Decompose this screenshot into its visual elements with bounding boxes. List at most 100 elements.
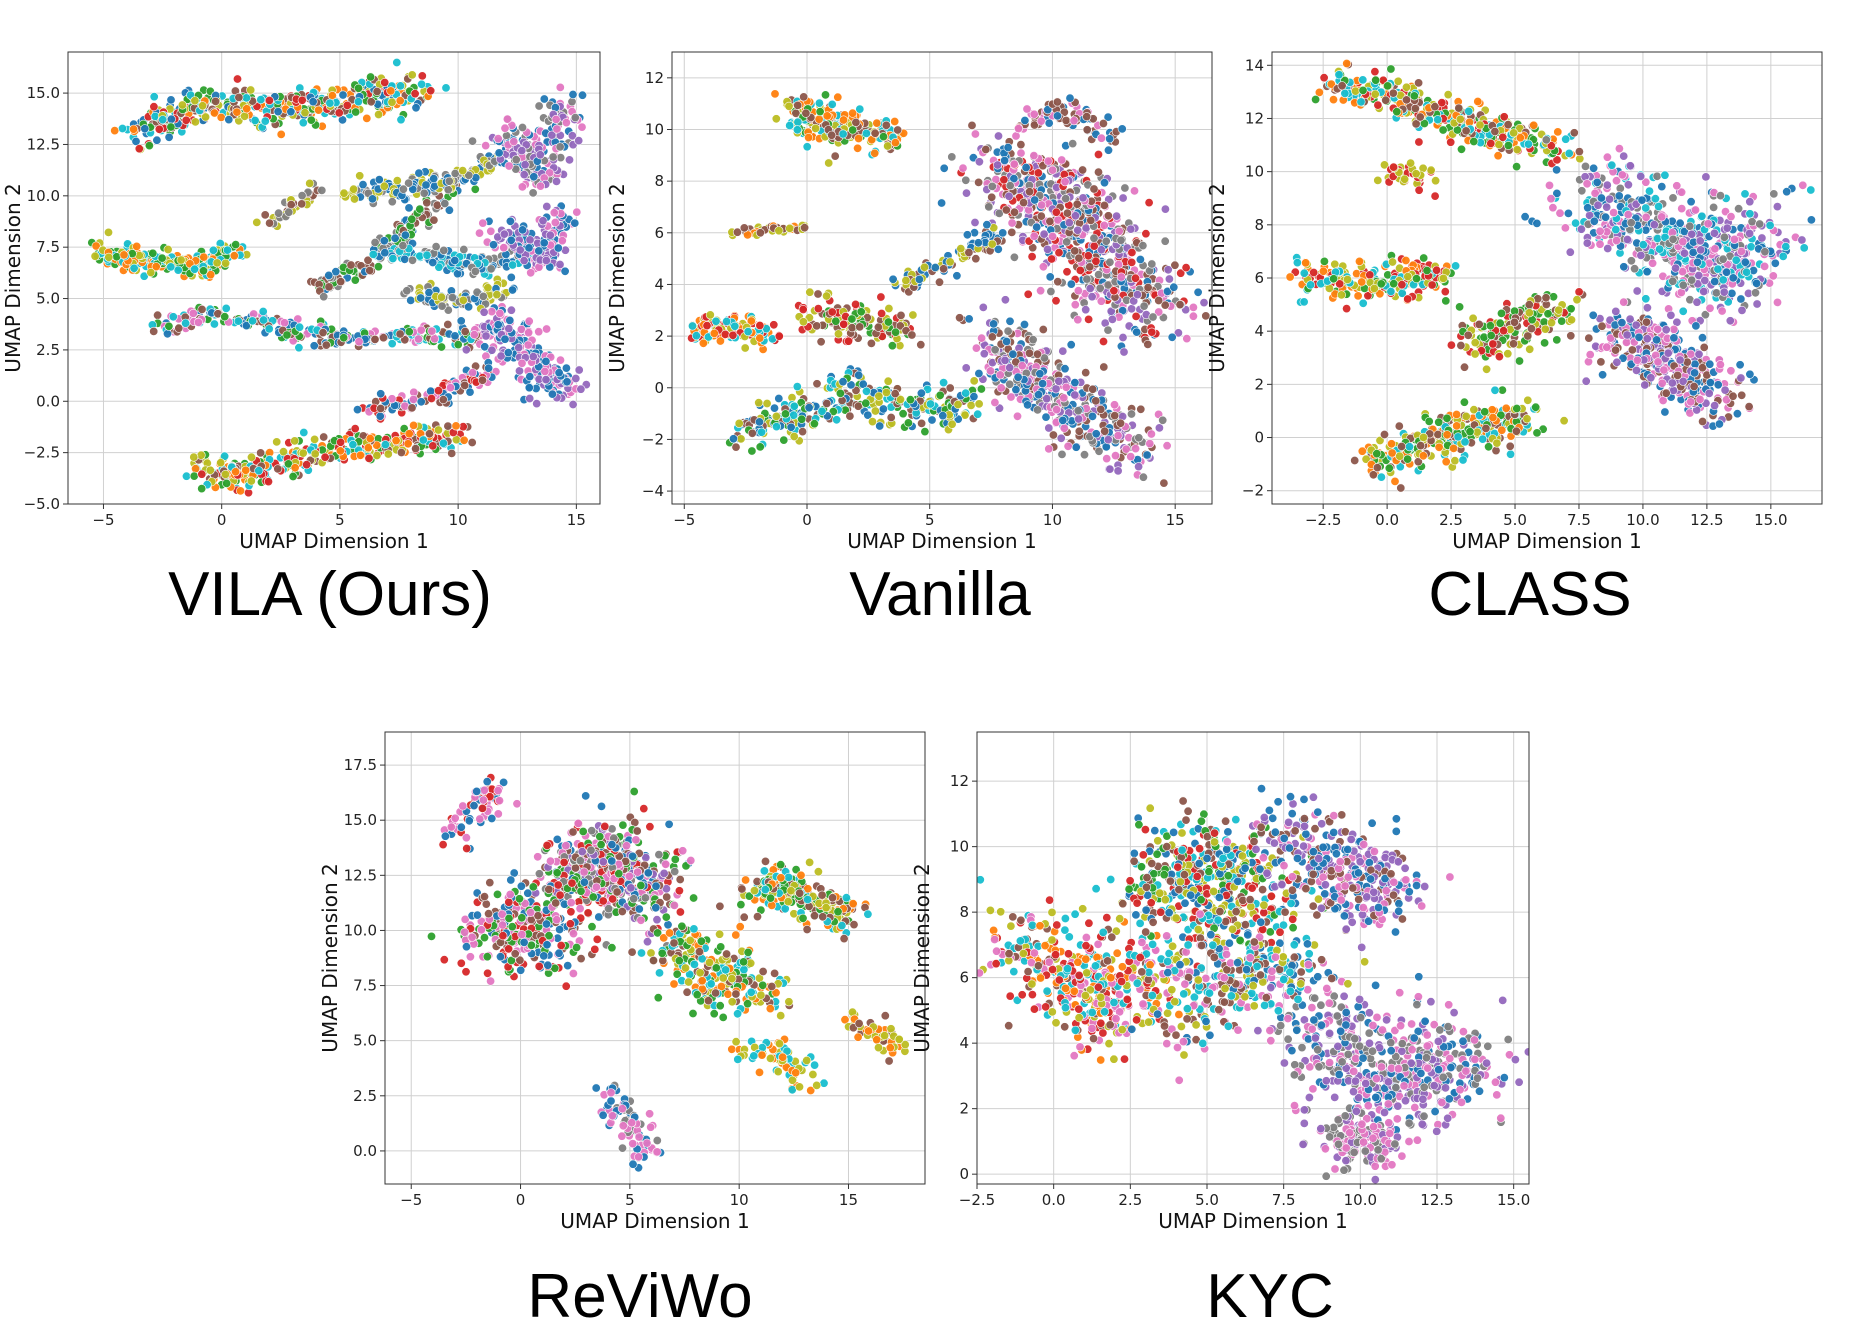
data-point bbox=[862, 387, 870, 395]
y-tick-label: 5.0 bbox=[36, 290, 60, 308]
data-point bbox=[882, 121, 890, 129]
data-point bbox=[1111, 411, 1119, 419]
data-point bbox=[1067, 341, 1075, 349]
data-point bbox=[1575, 147, 1583, 155]
data-point bbox=[565, 156, 573, 164]
data-point bbox=[1038, 379, 1046, 387]
y-tick-label: 12.5 bbox=[27, 135, 60, 153]
data-point bbox=[399, 185, 407, 193]
x-tick-label: 15 bbox=[1166, 511, 1185, 529]
data-point bbox=[917, 341, 925, 349]
data-point bbox=[274, 465, 282, 473]
data-point bbox=[495, 149, 503, 157]
data-point bbox=[815, 115, 823, 123]
data-point bbox=[298, 96, 306, 104]
data-point bbox=[1189, 303, 1197, 311]
data-point bbox=[549, 153, 557, 161]
data-point bbox=[1024, 290, 1032, 298]
data-point bbox=[235, 93, 243, 101]
data-point bbox=[894, 126, 902, 134]
data-point bbox=[265, 219, 273, 227]
data-point bbox=[397, 116, 405, 124]
data-point bbox=[365, 454, 373, 462]
data-point bbox=[556, 260, 564, 268]
data-point bbox=[1100, 179, 1108, 187]
data-point bbox=[1329, 95, 1337, 103]
data-point bbox=[889, 275, 897, 283]
data-point bbox=[444, 320, 452, 328]
data-point bbox=[1371, 67, 1379, 75]
data-point bbox=[1410, 92, 1418, 100]
data-point bbox=[367, 98, 375, 106]
data-point bbox=[763, 399, 771, 407]
data-point bbox=[169, 313, 177, 321]
data-point bbox=[798, 415, 806, 423]
data-point bbox=[529, 189, 537, 197]
data-point bbox=[1017, 149, 1025, 157]
data-point bbox=[325, 271, 333, 279]
data-point bbox=[569, 400, 577, 408]
data-point bbox=[786, 121, 794, 129]
data-point bbox=[234, 317, 242, 325]
data-point bbox=[230, 252, 238, 260]
data-point bbox=[1074, 407, 1082, 415]
data-point bbox=[350, 195, 358, 203]
data-point bbox=[1028, 252, 1036, 260]
data-point bbox=[757, 428, 765, 436]
data-point bbox=[1114, 467, 1122, 475]
x-tick-label: 5 bbox=[335, 511, 345, 529]
data-point bbox=[737, 435, 745, 443]
data-point bbox=[1554, 128, 1562, 136]
data-point bbox=[298, 191, 306, 199]
data-point bbox=[840, 320, 848, 328]
data-point bbox=[480, 308, 488, 316]
data-point bbox=[1036, 370, 1044, 378]
data-point bbox=[381, 249, 389, 257]
data-point bbox=[740, 224, 748, 232]
data-point bbox=[507, 236, 515, 244]
data-point bbox=[482, 141, 490, 149]
data-point bbox=[756, 443, 764, 451]
data-point bbox=[191, 97, 199, 105]
data-point bbox=[1163, 442, 1171, 450]
data-point bbox=[190, 265, 198, 273]
data-point bbox=[1014, 373, 1022, 381]
data-point bbox=[1033, 223, 1041, 231]
data-point bbox=[129, 125, 137, 133]
data-point bbox=[1071, 212, 1079, 220]
data-point bbox=[888, 342, 896, 350]
data-point bbox=[433, 201, 441, 209]
data-point bbox=[1122, 445, 1130, 453]
data-point bbox=[1510, 129, 1518, 137]
data-point bbox=[432, 242, 440, 250]
data-point bbox=[688, 322, 696, 330]
data-point bbox=[508, 286, 516, 294]
data-point bbox=[388, 98, 396, 106]
data-point bbox=[153, 136, 161, 144]
data-point bbox=[150, 93, 158, 101]
data-point bbox=[814, 304, 822, 312]
data-point bbox=[459, 166, 467, 174]
data-point bbox=[526, 394, 534, 402]
data-point bbox=[384, 450, 392, 458]
data-point bbox=[247, 86, 255, 94]
data-point bbox=[515, 367, 523, 375]
data-point bbox=[1083, 275, 1091, 283]
data-point bbox=[380, 237, 388, 245]
data-point bbox=[988, 193, 996, 201]
data-point bbox=[217, 113, 225, 121]
data-point bbox=[1004, 143, 1012, 151]
data-point bbox=[781, 410, 789, 418]
data-point bbox=[403, 287, 411, 295]
data-point bbox=[1135, 434, 1143, 442]
data-point bbox=[1112, 212, 1120, 220]
data-point bbox=[429, 442, 437, 450]
data-point bbox=[366, 434, 374, 442]
data-point bbox=[1127, 225, 1135, 233]
data-point bbox=[371, 335, 379, 343]
data-point bbox=[1092, 430, 1100, 438]
data-point bbox=[1139, 241, 1147, 249]
data-point bbox=[150, 103, 158, 111]
data-point bbox=[972, 255, 980, 263]
